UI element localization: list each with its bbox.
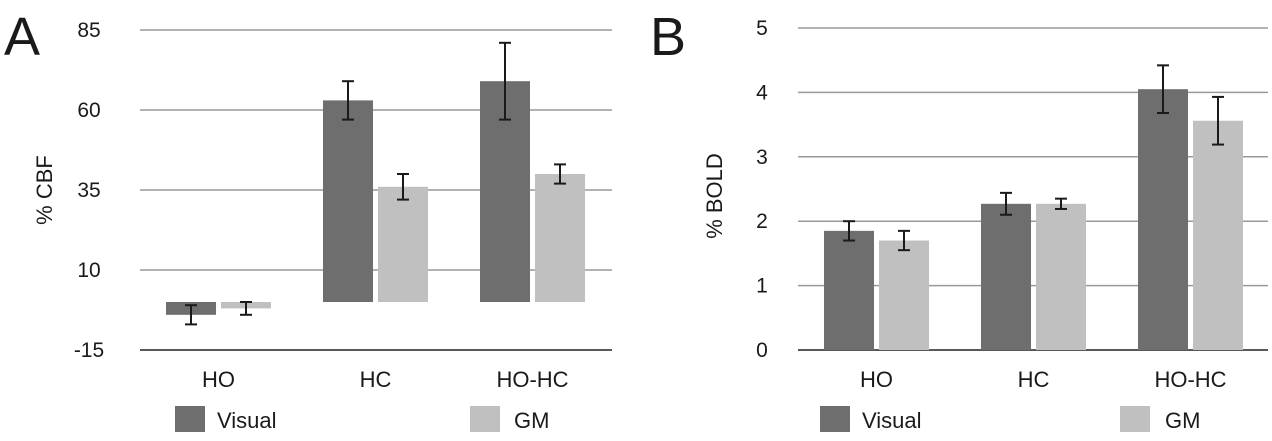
panel-b-legend-label-gm: GM [1165,408,1200,433]
panel-b-y-axis-label: % BOLD [702,153,727,239]
panel-b-bar-gm-hc [1036,203,1086,350]
panel-a-y-tick-label: 85 [77,19,100,42]
panel-a-bar-visual-hc [323,100,373,303]
panel-b-bar-gm-ho [879,240,929,350]
panel-a-error-bar-visual-ho-hc [499,41,511,121]
panel-a-legend-label-gm: GM [514,408,549,433]
panel-a-letter: A [4,7,40,67]
panel-b-y-tick-label: 5 [756,17,768,40]
panel-a-error-bar-visual-ho [185,304,197,326]
panel-a-legend-label-visual: Visual [217,408,277,433]
panel-a-x-category-label: HO [202,367,235,392]
panel-b-error-bar-visual-ho-hc [1157,64,1169,115]
panel-a-bar-gm-ho-hc [535,174,585,302]
panel-a-error-bar-visual-hc [342,80,354,121]
panel-b-y-tick-label: 0 [756,339,768,362]
panel-b-bar-visual-ho [824,230,874,350]
panel-b-legend-label-visual: Visual [862,408,922,433]
panel-a-legend-swatch-visual [175,406,205,432]
panel-b-x-category-label: HO-HC [1154,367,1226,392]
panel-a-y-tick-label: 10 [77,259,100,282]
panel-a-y-tick-label: 35 [77,179,100,202]
panel-b-error-bar-visual-ho [843,220,855,242]
panel-b-error-bar-visual-hc [1000,191,1012,216]
panel-a-y-tick-label: -15 [74,339,104,362]
panel-b-bar-visual-ho-hc [1138,89,1188,351]
panel-b-y-tick-label: 1 [756,275,768,298]
panel-a-bar-gm-hc [378,186,428,302]
panel-b-error-bar-gm-ho-hc [1212,95,1224,146]
panel-a-y-axis-label: % CBF [32,155,57,225]
panel-b-x-category-label: HO [860,367,893,392]
chart-panel-a: A % CBF -15 10 35 60 85 HO HC HO-HC Visual GM [4,7,612,433]
panel-b-x-category-label: HC [1018,367,1050,392]
panel-b-y-tick-label: 3 [756,146,768,169]
panel-b-y-tick-label: 2 [756,210,768,233]
panel-b-bar-gm-ho-hc [1193,120,1243,351]
panel-a-x-category-label: HC [360,367,392,392]
panel-a-y-tick-label: 60 [77,99,100,122]
panel-b-bar-visual-hc [981,203,1031,350]
panel-b-error-bar-gm-ho [898,229,910,252]
panel-a-error-bar-gm-ho [240,301,252,316]
panel-b-y-tick-label: 4 [756,81,768,104]
chart-panel-b: B % BOLD 0 1 2 3 4 5 HO HC HO-HC Visual GM [650,7,1268,433]
panel-a-x-category-label: HO-HC [496,367,568,392]
panel-b-error-bar-gm-hc [1055,197,1067,210]
panel-b-legend-swatch-gm [1120,406,1150,432]
panel-b-legend-swatch-visual [820,406,850,432]
panel-a-error-bar-gm-hc [397,173,409,201]
panel-a-error-bar-gm-ho-hc [554,163,566,185]
panel-a-legend-swatch-gm [470,406,500,432]
panel-b-letter: B [650,7,686,67]
